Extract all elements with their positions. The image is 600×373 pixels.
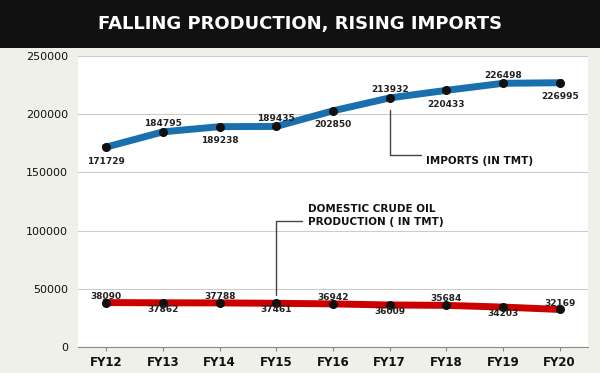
Text: 35684: 35684 xyxy=(431,294,462,304)
Text: 213932: 213932 xyxy=(371,85,409,94)
Text: FALLING PRODUCTION, RISING IMPORTS: FALLING PRODUCTION, RISING IMPORTS xyxy=(98,15,502,33)
Text: 37461: 37461 xyxy=(260,305,292,314)
Text: 38090: 38090 xyxy=(91,292,122,301)
Text: 37862: 37862 xyxy=(148,305,179,314)
Text: 36009: 36009 xyxy=(374,307,405,316)
Text: 184795: 184795 xyxy=(144,119,182,128)
Text: 34203: 34203 xyxy=(487,309,518,318)
Text: 226498: 226498 xyxy=(484,70,522,80)
Text: IMPORTS (IN TMT): IMPORTS (IN TMT) xyxy=(427,156,533,166)
Text: 189435: 189435 xyxy=(257,114,295,123)
Text: 36942: 36942 xyxy=(317,293,349,302)
Text: 220433: 220433 xyxy=(428,100,465,109)
Text: 37788: 37788 xyxy=(204,292,235,301)
Text: 32169: 32169 xyxy=(544,298,575,308)
Text: DOMESTIC CRUDE OIL
PRODUCTION ( IN TMT): DOMESTIC CRUDE OIL PRODUCTION ( IN TMT) xyxy=(308,204,443,226)
Text: 226995: 226995 xyxy=(541,92,578,101)
Text: 171729: 171729 xyxy=(88,157,125,166)
Text: 202850: 202850 xyxy=(314,120,352,129)
Text: 189238: 189238 xyxy=(201,136,238,145)
